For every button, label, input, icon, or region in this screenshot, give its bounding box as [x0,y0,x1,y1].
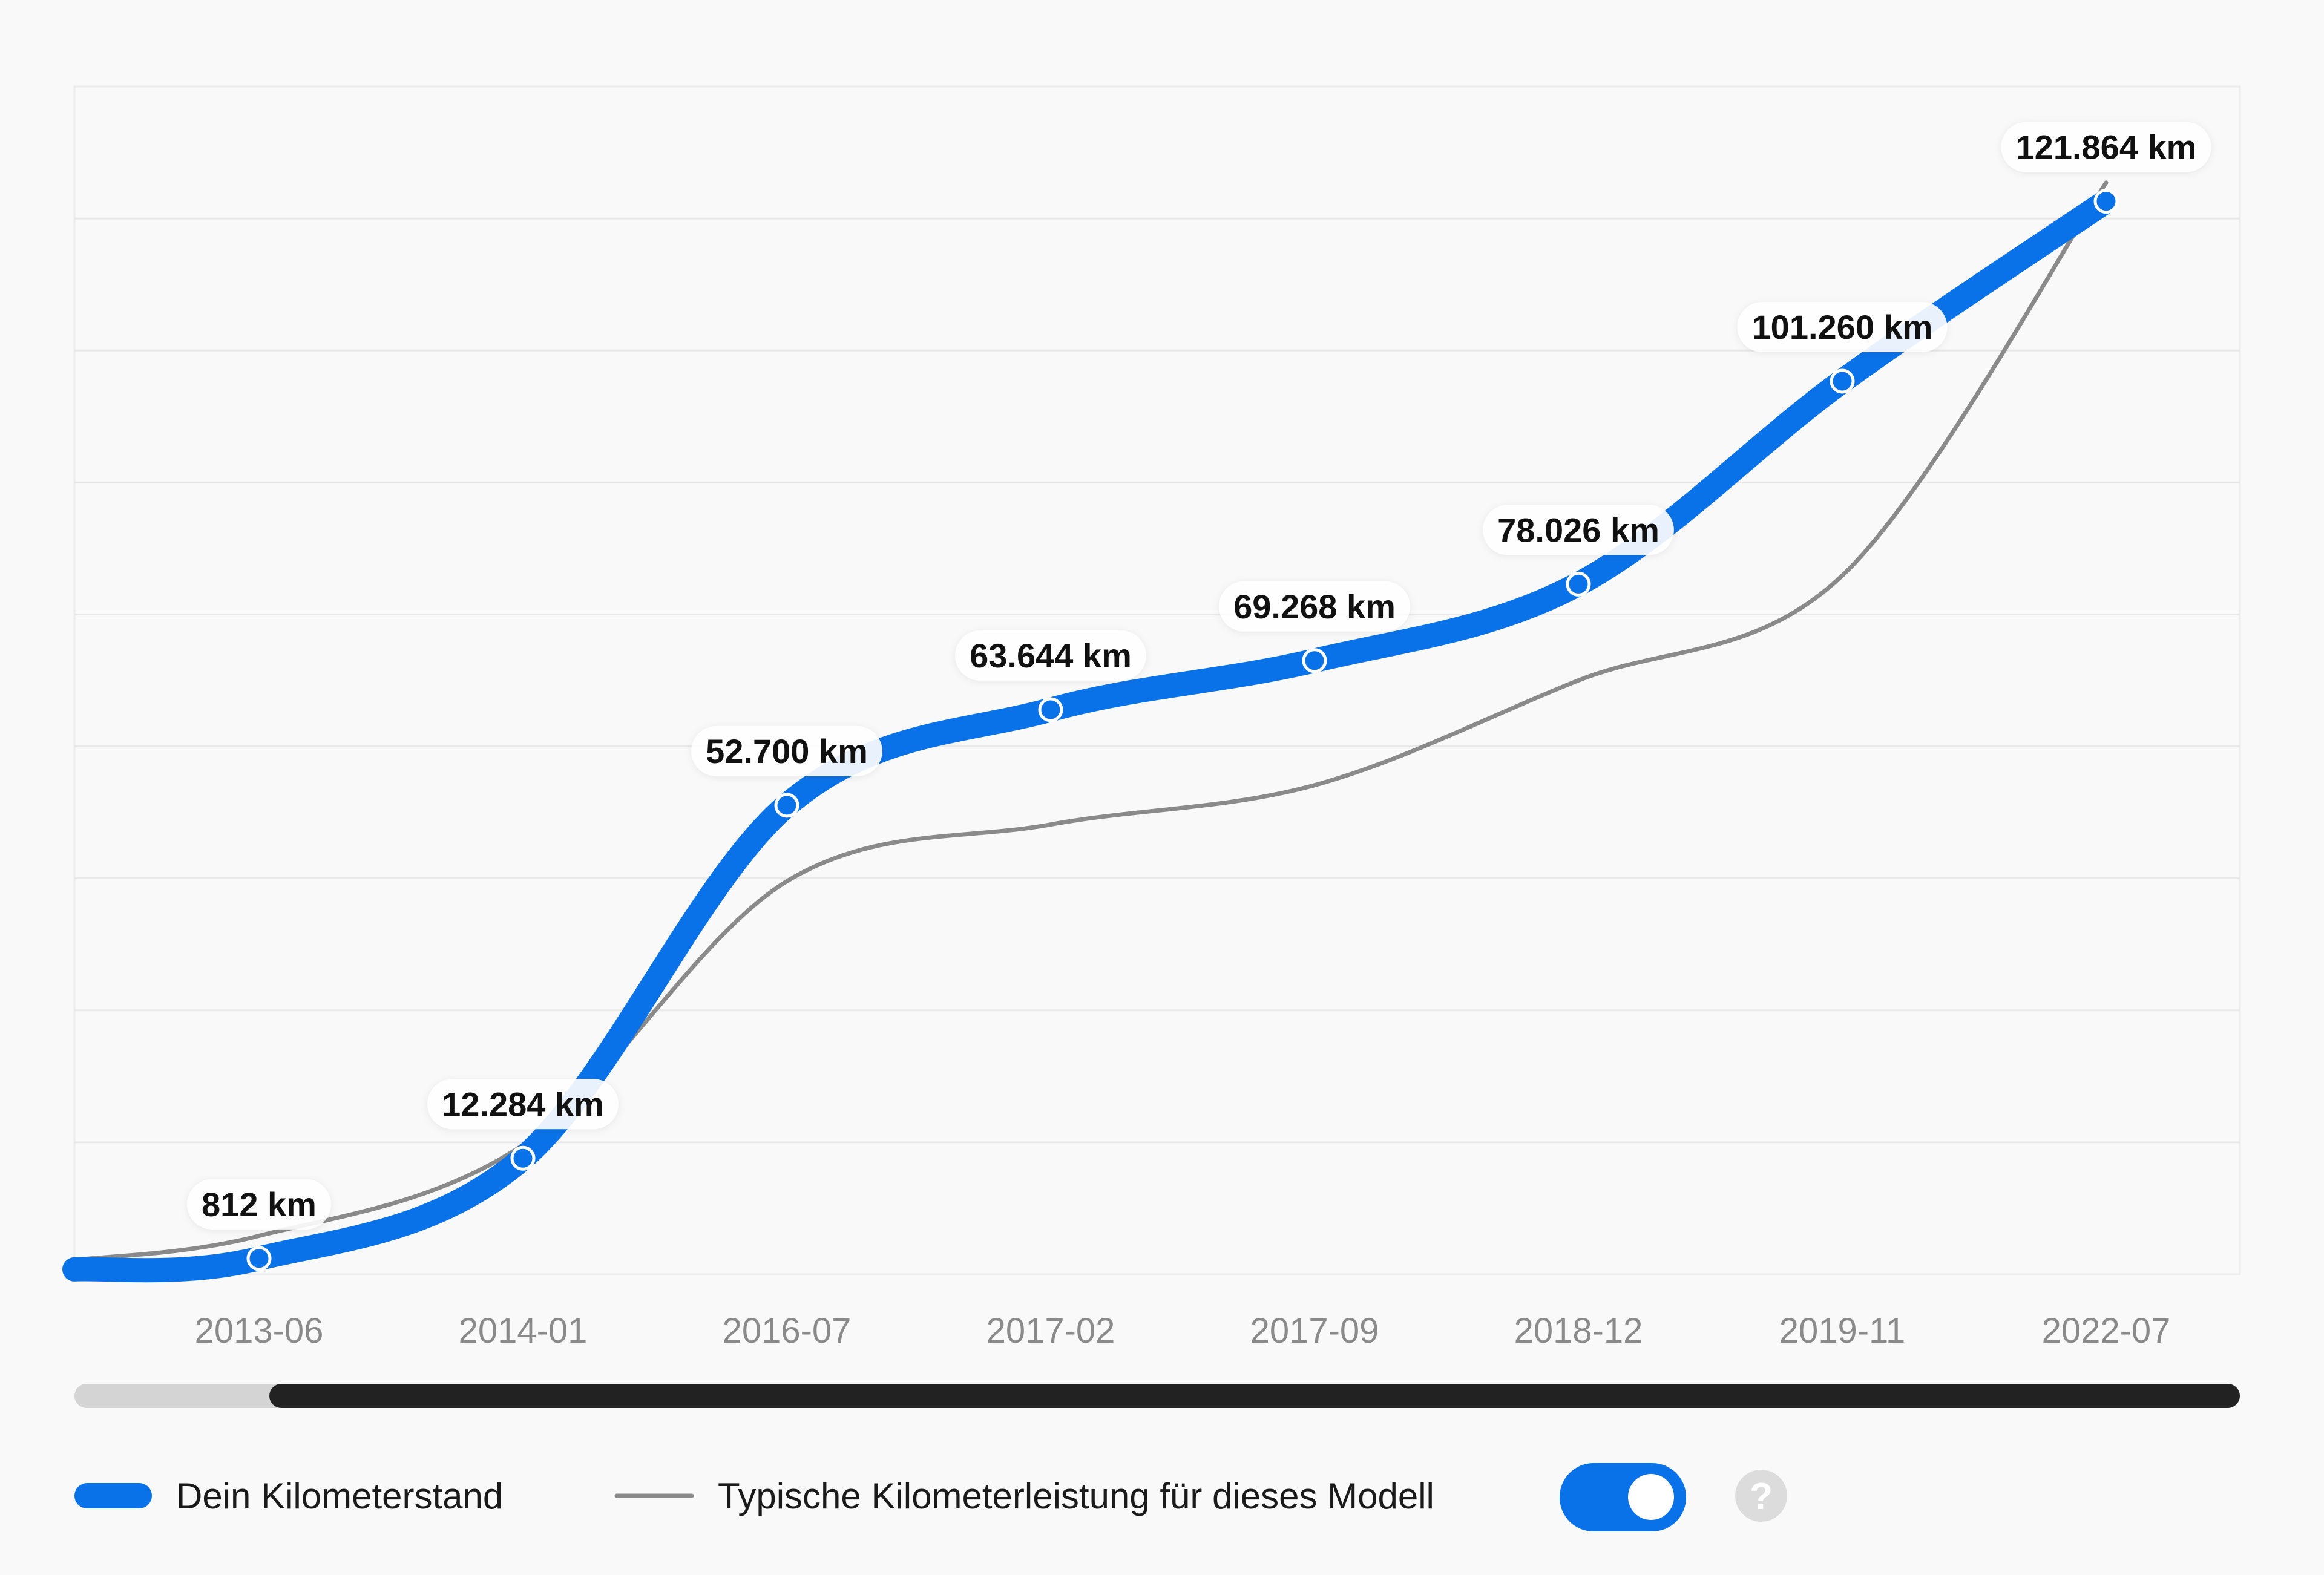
data-label-background [1483,505,1674,555]
data-label-text: 121.864 km [2016,128,2197,166]
data-label-text: 78.026 km [1497,511,1659,549]
x-tick-label: 2022-07 [2042,1311,2171,1351]
typical-line [72,180,2109,1262]
own-point[interactable] [1830,368,1855,394]
data-label: 52.700 km [691,725,882,776]
own-point[interactable] [774,793,799,818]
typical-toggle[interactable] [1560,1463,1686,1531]
legend-label-typical: Typische Kilometerleistung für dieses Mo… [718,1476,1434,1516]
data-label-text: 812 km [202,1185,317,1223]
data-label-background [1219,581,1410,632]
data-label-text: 69.268 km [1233,588,1396,626]
data-label: 121.864 km [2001,122,2211,172]
data-label-text: 101.260 km [1752,308,1933,346]
data-label: 101.260 km [1737,301,1948,352]
x-tick-label: 2019-11 [1779,1311,1906,1351]
data-label-text: 52.700 km [706,732,868,770]
x-tick-label: 2016-07 [723,1311,852,1351]
toggle-knob[interactable] [1628,1474,1674,1520]
data-label-text: 63.644 km [970,637,1132,675]
own-point[interactable] [2093,189,2119,214]
data-label: 12.284 km [427,1079,619,1130]
own-point[interactable] [1038,697,1063,722]
data-label: 69.268 km [1219,581,1410,632]
data-label-background [955,630,1146,681]
data-label: 63.644 km [955,630,1146,681]
data-label: 78.026 km [1483,505,1674,555]
help-icon[interactable]: ? [1735,1470,1787,1522]
x-tick-label: 2017-09 [1250,1311,1379,1351]
x-tick-label: 2014-01 [459,1311,588,1351]
legend-swatch-own [74,1483,152,1508]
data-label-background [691,725,882,776]
own-series [62,189,2119,1283]
own-point[interactable] [1566,571,1591,597]
data-label-background [1737,301,1948,352]
x-axis: 2013-06 2014-01 2016-07 2017-02 2017-09 2018-… [195,1311,2171,1351]
legend-label-own: Dein Kilometerstand [176,1476,503,1516]
data-label-background [187,1179,331,1230]
data-label-text: 12.284 km [442,1085,604,1123]
svg-text:?: ? [1750,1476,1773,1518]
data-label-background [427,1079,619,1130]
own-point[interactable] [246,1246,272,1271]
data-label: 812 km [187,1179,331,1230]
data-label-background [2001,122,2211,172]
own-point[interactable] [510,1145,536,1171]
typical-series [72,180,2109,1262]
scrollbar-thumb[interactable] [269,1384,2240,1408]
data-labels: 812 km 12.284 km 52.700 km 63.644 km 69.268 … [187,122,2211,1230]
x-tick-label: 2013-06 [195,1311,324,1351]
x-tick-label: 2017-02 [986,1311,1115,1351]
legend: Dein Kilometerstand Typische Kilometerle… [74,1463,1787,1531]
own-point[interactable] [1302,648,1327,673]
x-tick-label: 2018-12 [1514,1311,1643,1351]
range-scrollbar[interactable] [74,1384,2240,1408]
